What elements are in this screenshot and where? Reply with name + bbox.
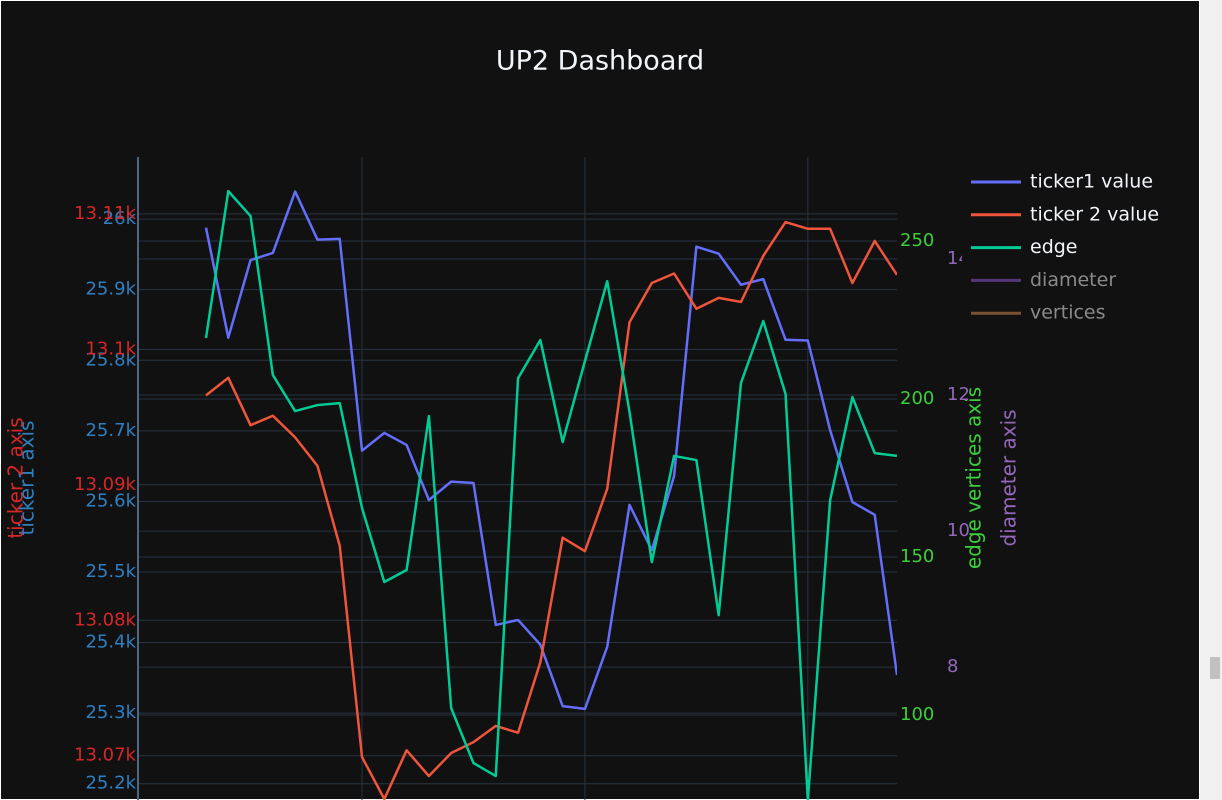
y-tick-label: 25.5k <box>85 561 136 582</box>
plot-lines <box>204 189 897 800</box>
y-tick-label: 26k <box>103 208 137 229</box>
y-tick-label: 13.1k <box>85 338 136 359</box>
y-tick-label: 25.6k <box>85 490 136 511</box>
y-tick-label: 8 <box>947 656 958 677</box>
legend-label: diameter <box>1030 269 1116 291</box>
y-tick-label: 200 <box>900 388 934 409</box>
axis-title: edge vertices axis <box>962 387 986 569</box>
y-tick-label: 25.9k <box>85 279 136 300</box>
legend-label: ticker1 value <box>1030 171 1153 193</box>
y-tick-label: 13.09k <box>74 474 137 495</box>
y-tick-label: 12 <box>947 384 970 405</box>
y-tick-label: 150 <box>900 546 934 567</box>
legend-label: ticker 2 value <box>1030 203 1159 225</box>
y-tick-label: 100 <box>900 704 934 725</box>
axis-title: diameter axis <box>997 409 1021 546</box>
y-tick-label: 13.08k <box>74 609 137 630</box>
series-line <box>204 189 897 800</box>
series-line <box>205 220 897 800</box>
axis-title: ticker1 axis <box>15 421 39 536</box>
y-tick-label: 13.11k <box>74 203 137 224</box>
y-tick-label: 25.4k <box>85 632 136 653</box>
series-line <box>204 190 897 711</box>
y-tick-label: 13.07k <box>74 745 137 766</box>
scrollbar[interactable] <box>1200 0 1222 800</box>
y-tick-label: 10 <box>947 520 970 541</box>
chart-title: UP2 Dashboard <box>496 46 704 77</box>
y-tick-label: 25.8k <box>85 349 136 370</box>
scrollbar-thumb[interactable] <box>1210 657 1220 679</box>
y-tick-label: 250 <box>900 230 934 251</box>
y-tick-label: 25.7k <box>85 420 136 441</box>
legend: ticker1 value ticker 2 value edge diameter v… <box>962 164 1196 332</box>
y-tick-label: 25.2k <box>85 773 136 794</box>
legend-label: vertices <box>1030 302 1106 324</box>
axis-labels: 25.2k 25.3k 25.4k 25.5k 25.6k 25.7k 25.8k 25.9k… <box>4 157 1021 800</box>
axis-title: ticker 2 axis <box>4 417 28 538</box>
y-tick-label: 25.3k <box>85 702 136 723</box>
legend-label: edge <box>1030 236 1078 258</box>
